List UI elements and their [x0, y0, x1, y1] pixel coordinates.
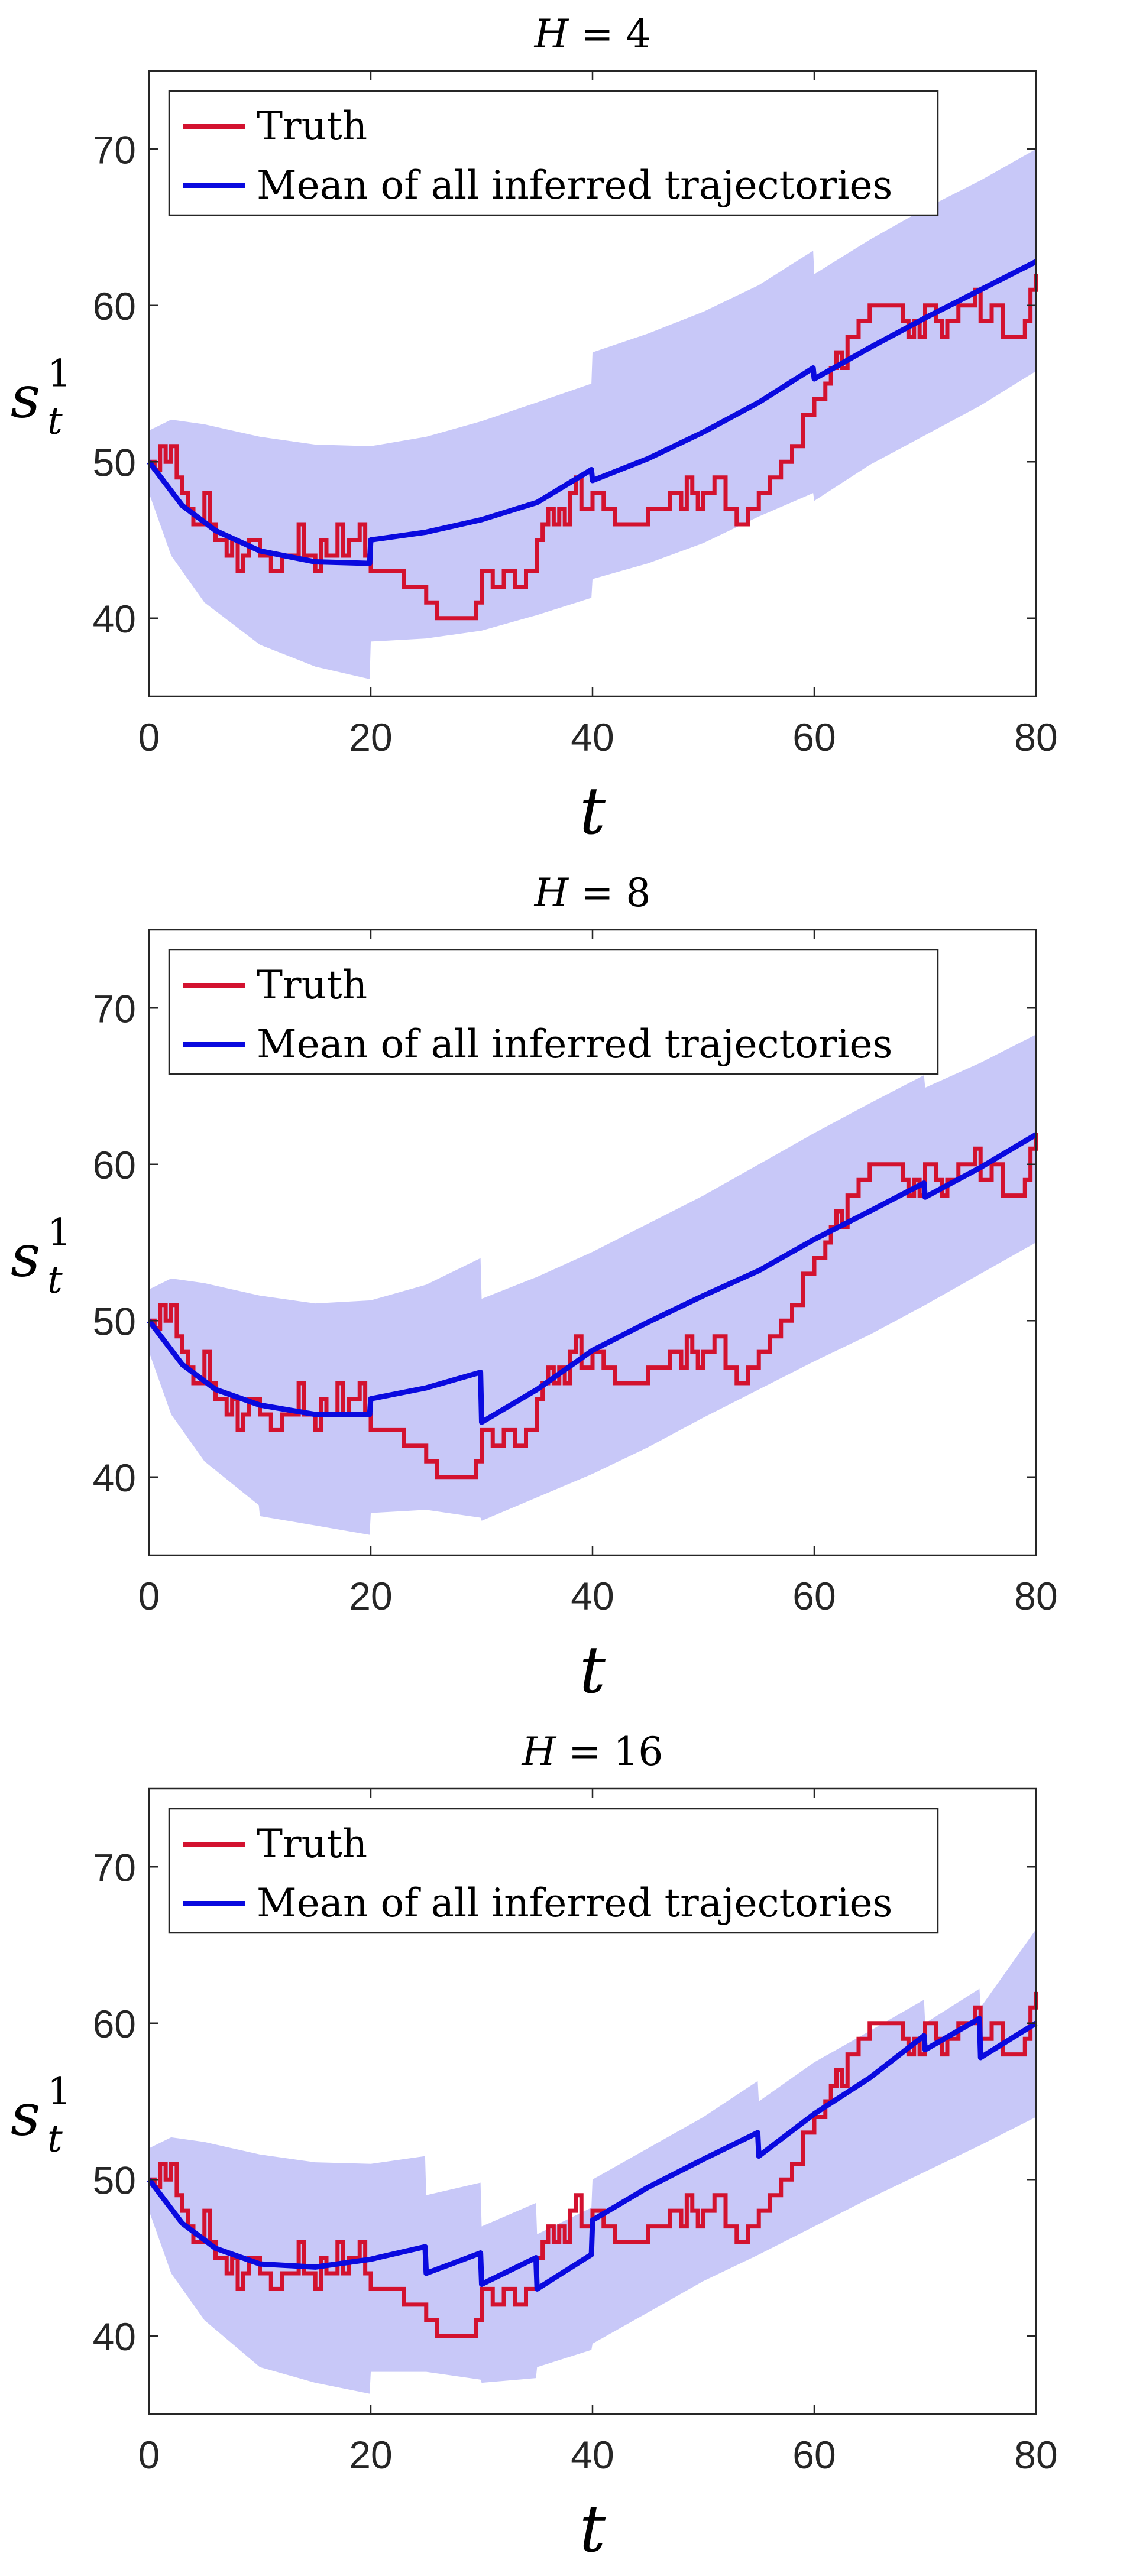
x-tick-label: 60 — [792, 1574, 836, 1618]
x-tick-label: 60 — [792, 715, 836, 759]
y-tick-label: 50 — [93, 1299, 136, 1343]
y-tick-label: 60 — [93, 1143, 136, 1187]
x-tick-label: 0 — [138, 2433, 160, 2477]
x-tick-label: 80 — [1014, 1574, 1057, 1618]
title-var: H — [522, 1729, 557, 1774]
y-tick-label: 60 — [93, 284, 136, 328]
mean-line — [147, 1132, 1038, 1425]
x-tick-label: 20 — [349, 2433, 392, 2477]
y-axis-label-sup: 1 — [47, 352, 72, 395]
title-eq: = 16 — [556, 1729, 663, 1774]
y-axis-label: s — [11, 1222, 40, 1290]
y-tick-label: 40 — [93, 2315, 136, 2358]
y-axis-label: s — [11, 2081, 40, 2149]
x-tick-label: 0 — [138, 715, 160, 759]
y-axis-label-sub: t — [47, 2117, 63, 2160]
x-tick-label: 0 — [138, 1574, 160, 1618]
y-tick-label: 50 — [93, 2158, 136, 2202]
title-eq: = 8 — [568, 870, 650, 916]
legend-mean-label: Mean of all inferred trajectories — [257, 1021, 892, 1067]
legend-truth-label: Truth — [257, 1821, 367, 1867]
chart-title: H = 16 — [522, 1729, 663, 1774]
y-axis-label-sub: t — [47, 399, 63, 443]
legend-box — [168, 1808, 939, 1934]
chart-title: H = 4 — [534, 11, 651, 57]
y-axis-label-sup: 1 — [47, 2069, 72, 2113]
x-tick-label: 40 — [571, 2433, 614, 2477]
mean-line — [147, 2016, 1038, 2292]
x-tick-label: 40 — [571, 715, 614, 759]
legend-box — [168, 90, 939, 216]
mean-line — [147, 259, 1038, 566]
chart-title: H = 8 — [534, 870, 651, 916]
x-tick-label: 20 — [349, 1574, 392, 1618]
title-var: H — [534, 11, 569, 57]
legend-truth-label: Truth — [257, 962, 367, 1008]
truth-line — [149, 1991, 1038, 2338]
x-tick-label: 80 — [1014, 2433, 1057, 2477]
y-tick-label: 50 — [93, 440, 136, 484]
legend-truth-label: Truth — [257, 103, 367, 149]
x-tick-label: 40 — [571, 1574, 614, 1618]
x-axis-label: t — [580, 2491, 606, 2567]
y-axis-label-sub: t — [47, 1258, 63, 1302]
y-tick-label: 60 — [93, 2002, 136, 2046]
x-tick-label: 60 — [792, 2433, 836, 2477]
truth-line — [149, 274, 1038, 621]
truth-line — [149, 1133, 1038, 1480]
y-axis-label-sup: 1 — [47, 1211, 72, 1254]
x-tick-label: 80 — [1014, 715, 1057, 759]
title-eq: = 4 — [568, 11, 650, 57]
x-axis-label: t — [580, 1632, 606, 1708]
y-tick-label: 40 — [93, 1456, 136, 1500]
y-axis-label: s — [11, 364, 40, 431]
legend-mean-label: Mean of all inferred trajectories — [257, 163, 892, 208]
x-axis-label: t — [580, 773, 606, 849]
title-var: H — [534, 870, 569, 916]
y-tick-label: 70 — [93, 987, 136, 1030]
x-tick-label: 20 — [349, 715, 392, 759]
y-tick-label: 40 — [93, 597, 136, 641]
legend-mean-label: Mean of all inferred trajectories — [257, 1880, 892, 1926]
legend-box — [168, 949, 939, 1075]
y-tick-label: 70 — [93, 1845, 136, 1889]
y-tick-label: 70 — [93, 128, 136, 171]
